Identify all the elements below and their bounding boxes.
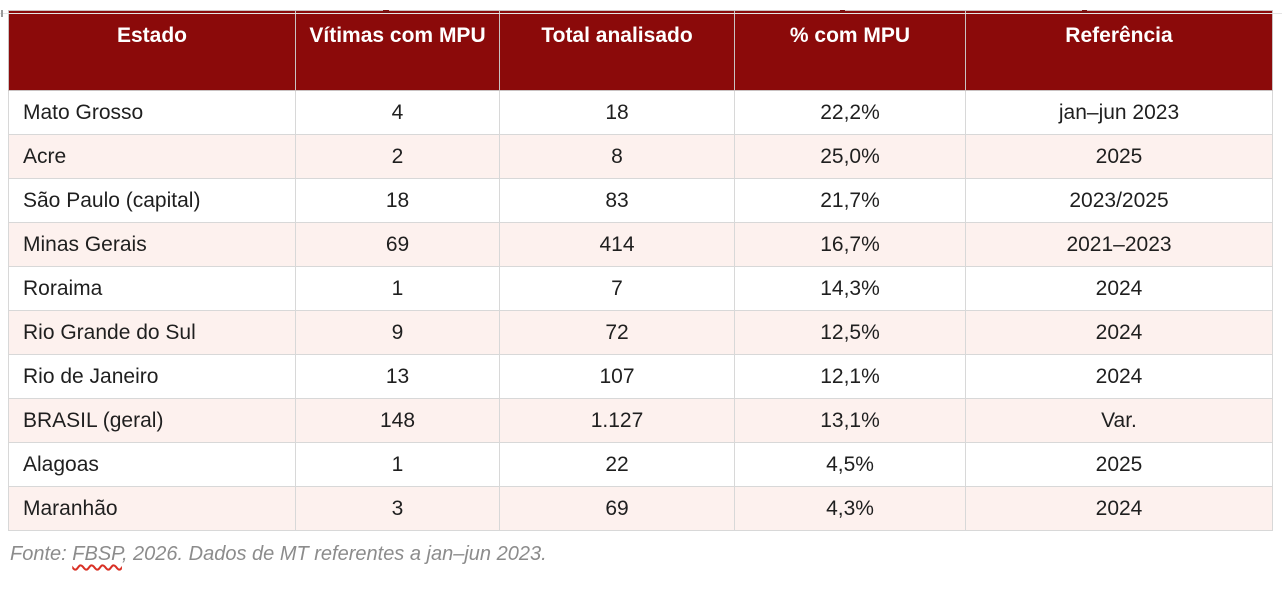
value-cell: 21,7% [734,178,966,223]
table-row: Rio de Janeiro 13 107 12,1% 2024 [8,354,1273,399]
value-cell: 13,1% [734,398,966,443]
column-header-vitimas-com-mpu: Vítimas com MPU [295,10,500,91]
source-note-prefix: Fonte: [10,543,73,565]
value-cell: 83 [499,178,735,223]
mpu-statistics-table: Estado Vítimas com MPU Total analisado %… [8,10,1273,531]
value-cell: 8 [499,134,735,179]
value-cell: 4 [295,90,500,135]
column-header-pct-com-mpu: % com MPU [734,10,966,91]
value-cell: 4,3% [734,486,966,531]
value-cell: 2025 [965,134,1273,179]
value-cell: 1 [295,442,500,487]
value-cell: 69 [499,486,735,531]
value-cell: 4,5% [734,442,966,487]
value-cell: 2025 [965,442,1273,487]
value-cell: 69 [295,222,500,267]
value-cell: 3 [295,486,500,531]
value-cell: 1 [295,266,500,311]
clipped-title-fragment [383,10,389,13]
clipped-title-fragment [840,10,845,12]
header-row: Estado Vítimas com MPU Total analisado %… [8,10,1273,91]
source-note-rest: , 2026. Dados de MT referentes a jan–jun… [121,543,547,565]
value-cell: jan–jun 2023 [965,90,1273,135]
table-row: Alagoas 1 22 4,5% 2025 [8,442,1273,487]
value-cell: 12,5% [734,310,966,355]
value-cell: 2024 [965,354,1273,399]
value-cell: 13 [295,354,500,399]
value-cell: 9 [295,310,500,355]
table-row: Acre 2 8 25,0% 2025 [8,134,1273,179]
value-cell: 72 [499,310,735,355]
table-row: Maranhão 3 69 4,3% 2024 [8,486,1273,531]
value-cell: 2024 [965,310,1273,355]
table-body: Mato Grosso 4 18 22,2% jan–jun 2023 Acre 2 8 25,… [8,90,1273,531]
state-cell: BRASIL (geral) [8,398,296,443]
value-cell: 12,1% [734,354,966,399]
table-header: Estado Vítimas com MPU Total analisado %… [8,10,1273,91]
state-cell: Rio de Janeiro [8,354,296,399]
value-cell: 18 [295,178,500,223]
value-cell: 2024 [965,266,1273,311]
source-abbreviation: FBSP [72,543,122,565]
state-cell: Mato Grosso [8,90,296,135]
clipped-title-hairline [0,13,1282,14]
value-cell: 1.127 [499,398,735,443]
table-row: Rio Grande do Sul 9 72 12,5% 2024 [8,310,1273,355]
value-cell: Var. [965,398,1273,443]
value-cell: 2023/2025 [965,178,1273,223]
column-header-total-analisado: Total analisado [499,10,735,91]
table-row: Minas Gerais 69 414 16,7% 2021–2023 [8,222,1273,267]
value-cell: 18 [499,90,735,135]
state-cell: Roraima [8,266,296,311]
value-cell: 107 [499,354,735,399]
value-cell: 2 [295,134,500,179]
table-row: São Paulo (capital) 18 83 21,7% 2023/2025 [8,178,1273,223]
column-header-estado: Estado [8,10,296,91]
value-cell: 148 [295,398,500,443]
value-cell: 7 [499,266,735,311]
source-note: Fonte: FBSP, 2026. Dados de MT referente… [10,543,1282,566]
column-header-referencia: Referência [965,10,1273,91]
state-cell: Alagoas [8,442,296,487]
state-cell: Maranhão [8,486,296,531]
value-cell: 414 [499,222,735,267]
value-cell: 16,7% [734,222,966,267]
state-cell: Rio Grande do Sul [8,310,296,355]
value-cell: 22 [499,442,735,487]
value-cell: 2024 [965,486,1273,531]
state-cell: São Paulo (capital) [8,178,296,223]
state-cell: Acre [8,134,296,179]
state-cell: Minas Gerais [8,222,296,267]
value-cell: 22,2% [734,90,966,135]
table-row: BRASIL (geral) 148 1.127 13,1% Var. [8,398,1273,443]
value-cell: 14,3% [734,266,966,311]
table-row: Roraima 1 7 14,3% 2024 [8,266,1273,311]
clipped-title-fragment [1,10,3,17]
table-row: Mato Grosso 4 18 22,2% jan–jun 2023 [8,90,1273,135]
value-cell: 2021–2023 [965,222,1273,267]
clipped-title-fragment [1082,10,1087,13]
value-cell: 25,0% [734,134,966,179]
